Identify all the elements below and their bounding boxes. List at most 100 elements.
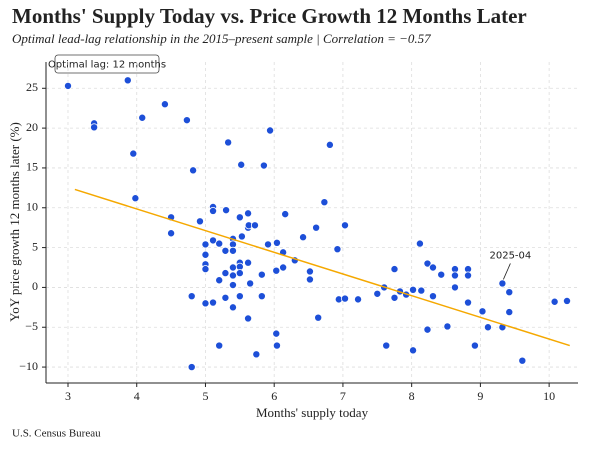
point (250, 221, 259, 230)
x-tick-label: 3 (65, 389, 71, 403)
x-tick-label: 5 (202, 389, 208, 403)
point (299, 233, 308, 242)
point (189, 166, 198, 175)
point (423, 325, 432, 334)
point (244, 258, 253, 267)
x-axis-label: Months' supply today (256, 405, 369, 420)
point (209, 298, 218, 307)
point (279, 263, 288, 272)
annotation-arrow (503, 263, 511, 280)
point (63, 81, 72, 90)
point (505, 288, 514, 297)
point (340, 294, 349, 303)
x-tick-label: 6 (271, 389, 277, 403)
chart-title: Months' Supply Today vs. Price Growth 12… (12, 4, 527, 28)
point (195, 217, 204, 226)
y-tick-label: 20 (26, 120, 38, 134)
note-box (54, 54, 160, 74)
point (450, 271, 459, 280)
point (390, 265, 399, 274)
x-tick-label: 10 (543, 389, 555, 403)
point (222, 206, 231, 215)
point (550, 297, 559, 306)
point (228, 271, 237, 280)
point (182, 116, 191, 125)
point (237, 232, 246, 241)
note: Optimal lag: 12 months (48, 60, 166, 71)
y-tick-label: 0 (32, 279, 38, 293)
point (160, 100, 169, 109)
point (428, 292, 437, 301)
point (244, 314, 253, 323)
point (235, 292, 244, 301)
point (90, 123, 99, 132)
point (272, 329, 281, 338)
point (373, 289, 382, 298)
point (215, 239, 224, 248)
point (423, 259, 432, 268)
point (167, 229, 176, 238)
point (252, 350, 261, 359)
point (209, 206, 218, 215)
point (187, 292, 196, 301)
point (443, 322, 452, 331)
point (201, 299, 210, 308)
point (354, 295, 363, 304)
point (187, 363, 196, 372)
point (228, 303, 237, 312)
y-tick-label: 5 (32, 239, 38, 253)
point (437, 270, 446, 279)
point (464, 298, 473, 307)
point (221, 269, 230, 278)
point (201, 265, 210, 274)
point (257, 270, 266, 279)
point (221, 293, 230, 302)
point (235, 213, 244, 222)
point (228, 281, 237, 290)
point (305, 275, 314, 284)
point (237, 160, 246, 169)
point (417, 286, 426, 295)
point (478, 307, 487, 316)
point (428, 263, 437, 272)
point (209, 236, 218, 245)
y-tick-label: −5 (25, 319, 38, 333)
point (272, 266, 281, 275)
point (257, 292, 266, 301)
point (390, 293, 399, 302)
x-tick-label: 9 (477, 389, 483, 403)
point (228, 263, 237, 272)
point (272, 341, 281, 350)
point (201, 240, 210, 249)
point (505, 308, 514, 317)
point (314, 313, 323, 322)
point (201, 250, 210, 259)
x-tick-label: 4 (134, 389, 140, 403)
annotation: 2025-04 (489, 250, 531, 261)
point (483, 323, 492, 332)
point (563, 296, 572, 305)
point (409, 346, 418, 355)
trend-line (74, 188, 570, 347)
point (131, 194, 140, 203)
point (464, 271, 473, 280)
point (320, 198, 329, 207)
point (215, 276, 224, 285)
x-tick-label: 8 (409, 389, 415, 403)
point (415, 239, 424, 248)
source: U.S. Census Bureau (12, 428, 101, 440)
point (221, 246, 230, 255)
point (470, 341, 479, 350)
point (340, 221, 349, 230)
point (281, 210, 290, 219)
y-tick-label: −10 (19, 359, 38, 373)
y-tick-label: 25 (26, 80, 38, 94)
point (266, 126, 275, 135)
y-tick-label: 10 (26, 200, 38, 214)
point (246, 279, 255, 288)
point (228, 246, 237, 255)
x-tick-label: 7 (340, 389, 346, 403)
chart-subtitle: Optimal lead-lag relationship in the 201… (12, 31, 431, 46)
point (382, 341, 391, 350)
